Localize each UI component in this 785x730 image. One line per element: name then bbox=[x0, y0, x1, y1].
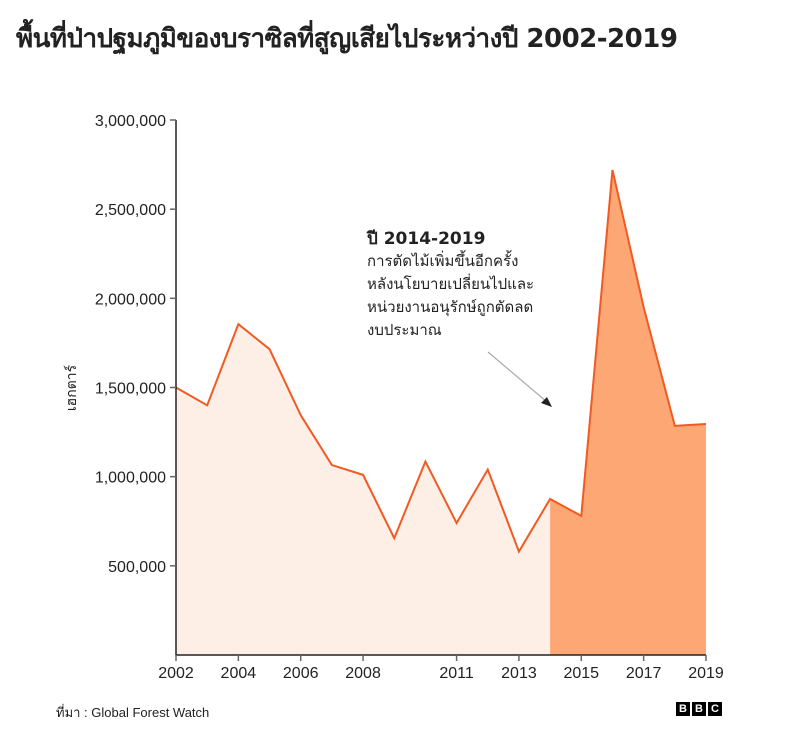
x-tick-label: 2013 bbox=[501, 665, 537, 682]
logo-letter: C bbox=[708, 702, 722, 716]
annotation-heading: ปี 2014-2019 bbox=[367, 229, 486, 249]
y-tick-label: 1,000,000 bbox=[95, 470, 166, 487]
y-tick-label: 500,000 bbox=[108, 559, 166, 576]
chart-axes: 500,000 1,000,000 1,500,000 2,000,000 2,500,… bbox=[63, 113, 724, 682]
logo-letter: B bbox=[692, 702, 706, 716]
area-highlight bbox=[550, 169, 706, 655]
bbc-logo: B B C bbox=[676, 702, 722, 716]
annotation-body: การตัดไม้เพิ่มขึ้นอีกครั้ง หลังนโยบายเปล… bbox=[367, 252, 535, 339]
x-tick-label: 2006 bbox=[283, 665, 319, 682]
x-tick-label: 2011 bbox=[439, 665, 474, 682]
y-tick-label: 2,500,000 bbox=[95, 202, 166, 219]
y-tick-label: 3,000,000 bbox=[95, 113, 166, 130]
x-tick-label: 2015 bbox=[563, 665, 599, 682]
annotation-arrow bbox=[487, 351, 552, 407]
x-tick-label: 2019 bbox=[688, 665, 724, 682]
source-text: ที่มา : Global Forest Watch bbox=[56, 705, 210, 720]
y-tick-label: 2,000,000 bbox=[95, 291, 166, 308]
x-tick-label: 2004 bbox=[221, 665, 257, 682]
logo-letter: B bbox=[676, 702, 690, 716]
x-tick-label: 2002 bbox=[158, 665, 194, 682]
chart-areas bbox=[176, 169, 706, 655]
chart-title: พื้นที่ป่าปฐมภูมิของบราซิลที่สูญเสียไประ… bbox=[16, 24, 678, 54]
y-axis-label: เฮกตาร์ bbox=[63, 364, 80, 411]
area-early bbox=[176, 324, 551, 655]
x-tick-label: 2008 bbox=[345, 665, 381, 682]
data-line bbox=[175, 169, 707, 554]
x-tick-label: 2017 bbox=[626, 665, 662, 682]
y-tick-label: 1,500,000 bbox=[95, 381, 166, 398]
